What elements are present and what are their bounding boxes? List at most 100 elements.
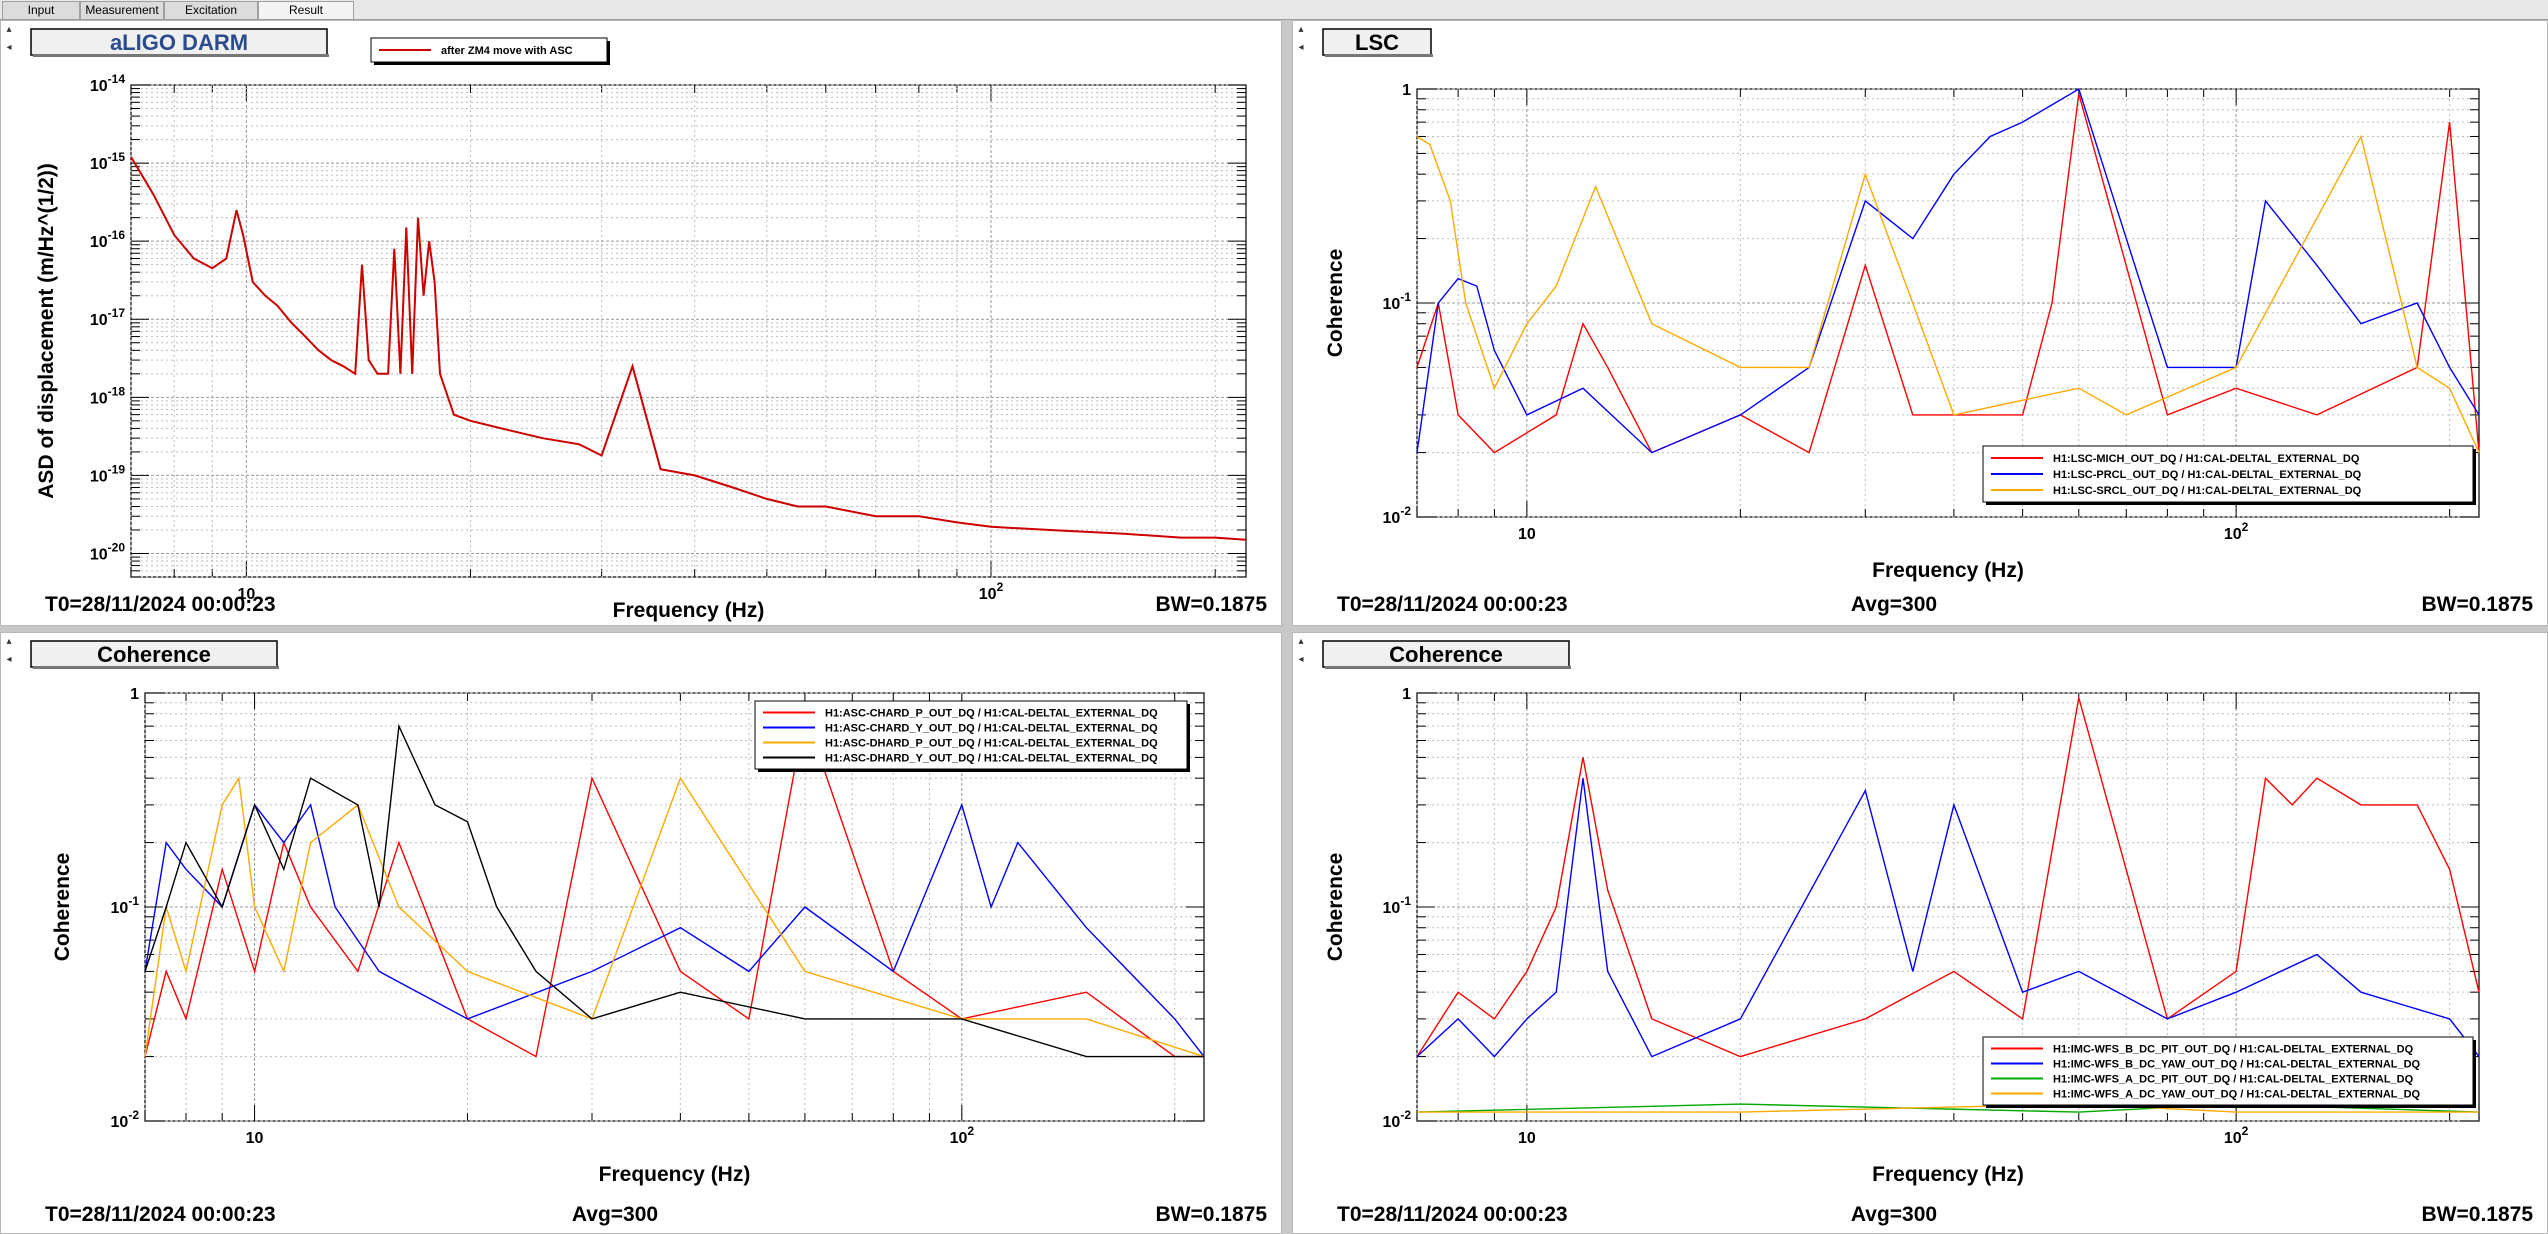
y-tick-label: 1 <box>130 686 139 703</box>
scroll-left-icon[interactable]: ◂ <box>1298 654 1304 665</box>
x-tick-label: 10 <box>237 586 255 603</box>
panel-coherence-imc: ▴ ◂ Coherence 10 102 10-2 10-1 1 Frequency (Hz… <box>1292 632 2548 1234</box>
footer-bw: BW=0.1875 <box>2422 1203 2534 1226</box>
scroll-left-icon[interactable]: ◂ <box>6 42 12 53</box>
y-tick-label: 10-2 <box>1383 1108 1412 1131</box>
title-shadow <box>33 54 329 57</box>
y-tick-label: 10-18 <box>90 384 125 407</box>
legend-label: H1:ASC-CHARD_Y_OUT_DQ / H1:CAL-DELTAL_EX… <box>825 723 1158 735</box>
x-axis-label: Frequency (Hz) <box>1872 1163 2024 1186</box>
panel-coherence-asc: ▴ ◂ Coherence 10 102 10-2 10-1 1 Frequency (Hz… <box>0 632 1282 1234</box>
footer-bw: BW=0.1875 <box>2422 593 2534 616</box>
footer-bw: BW=0.1875 <box>1156 1203 1268 1226</box>
footer-avg: Avg=300 <box>572 1203 658 1226</box>
y-tick-label: 10-1 <box>111 894 140 917</box>
panel-title: aLIGO DARM <box>110 30 248 55</box>
x-tick-label: 102 <box>2224 1124 2249 1147</box>
legend-label: H1:LSC-MICH_OUT_DQ / H1:CAL-DELTAL_EXTER… <box>2053 453 2360 465</box>
tab-input[interactable]: Input <box>2 1 80 19</box>
x-tick-label: 10 <box>1518 526 1536 543</box>
series-line-0 <box>1416 697 2480 1058</box>
legend-label: H1:IMC-WFS_B_DC_PIT_OUT_DQ / H1:CAL-DELT… <box>2053 1044 2414 1056</box>
y-tick-label: 10-20 <box>90 540 125 563</box>
legend-box <box>1982 1036 2474 1106</box>
y-axis-label: Coherence <box>1324 853 1347 962</box>
title-box <box>1322 28 1432 56</box>
tab-excitation[interactable]: Excitation <box>164 1 258 19</box>
legend-label: H1:IMC-WFS_A_DC_PIT_OUT_DQ / H1:CAL-DELT… <box>2053 1074 2414 1086</box>
panel-title: LSC <box>1355 30 1399 55</box>
tab-result[interactable]: Result <box>258 1 354 19</box>
y-axis-label: Coherence <box>51 853 74 962</box>
x-tick-label: 102 <box>950 1124 975 1147</box>
legend-label: H1:IMC-WFS_B_DC_YAW_OUT_DQ / H1:CAL-DELT… <box>2053 1059 2421 1071</box>
tab-measurement[interactable]: Measurement <box>80 1 164 19</box>
grid <box>130 84 1246 578</box>
x-tick-label: 10 <box>246 1130 264 1147</box>
lsc-plot: LSC 10 102 10-2 10-1 1 Frequency (Hz) Coherence… <box>1322 28 2534 616</box>
scroll-up-icon[interactable]: ▴ <box>1298 636 1304 647</box>
y-tick-label: 10-14 <box>90 72 125 95</box>
y-tick-label: 1 <box>1402 686 1411 703</box>
legend-label: after ZM4 move with ASC <box>441 45 573 57</box>
legend-label: H1:ASC-CHARD_P_OUT_DQ / H1:CAL-DELTAL_EX… <box>825 708 1158 720</box>
legend-label: H1:LSC-PRCL_OUT_DQ / H1:CAL-DELTAL_EXTER… <box>2053 469 2362 481</box>
title-shadow <box>1325 54 1433 57</box>
footer-t0: T0=28/11/2024 00:00:23 <box>1337 593 1568 616</box>
panel-lsc: ▴ ◂ LSC 10 102 10-2 10-1 1 Frequency (Hz) Coher… <box>1292 20 2548 626</box>
y-tick-label: 10-16 <box>90 228 125 251</box>
panel-title: Coherence <box>97 642 211 667</box>
grid <box>1416 88 2479 518</box>
plot-frame <box>130 84 1247 578</box>
x-axis-label: Frequency (Hz) <box>599 1163 751 1186</box>
series-line-2 <box>1416 134 2480 453</box>
y-axis-label: Coherence <box>1324 249 1347 358</box>
legend-box <box>1982 445 2474 503</box>
title-box <box>1322 640 1570 668</box>
tab-bar: Input Measurement Excitation Result <box>0 0 2548 20</box>
x-axis-label: Frequency (Hz) <box>1872 559 2024 582</box>
y-tick-label: 10-17 <box>90 306 125 329</box>
series-line-0 <box>130 156 1247 541</box>
y-tick-label: 10-19 <box>90 462 125 485</box>
x-tick-label: 102 <box>2224 520 2249 543</box>
y-tick-label: 10-2 <box>111 1108 140 1131</box>
series-line-1 <box>1416 778 2480 1058</box>
legend-label: H1:IMC-WFS_A_DC_YAW_OUT_DQ / H1:CAL-DELT… <box>2053 1089 2421 1101</box>
coherence-asc-plot: Coherence 10 102 10-2 10-1 1 Frequency (Hz) Coh… <box>30 640 1268 1226</box>
series-group <box>144 710 1205 1058</box>
horizontal-splitter[interactable] <box>0 626 2548 632</box>
scroll-left-icon[interactable]: ◂ <box>6 654 12 665</box>
x-tick-label: 10 <box>1518 1130 1536 1147</box>
y-tick-label: 10-15 <box>90 150 125 173</box>
legend-label: H1:ASC-DHARD_Y_OUT_DQ / H1:CAL-DELTAL_EX… <box>825 753 1158 765</box>
series-line-0 <box>1416 93 2480 454</box>
series-group <box>130 156 1247 541</box>
darm-plot: aLIGO DARM 10 102 10-20 10-19 10-18 10-17 10-16… <box>30 28 1268 622</box>
legend-box <box>754 700 1188 770</box>
y-tick-label: 10-2 <box>1383 504 1412 527</box>
footer-avg: Avg=300 <box>1851 1203 1937 1226</box>
panel-darm: ▴ ◂ aLIGO DARM 10 102 10-20 10-19 10-18 10-17 1… <box>0 20 1282 626</box>
y-tick-label: 1 <box>1402 82 1411 99</box>
title-shadow <box>1325 666 1571 669</box>
footer-bw: BW=0.1875 <box>1156 593 1268 616</box>
series-group <box>1416 87 2480 454</box>
scroll-left-icon[interactable]: ◂ <box>1298 42 1304 53</box>
y-tick-label: 10-1 <box>1383 894 1412 917</box>
scroll-up-icon[interactable]: ▴ <box>1298 24 1304 35</box>
y-tick-label: 10-1 <box>1383 290 1412 313</box>
legend-label: H1:LSC-SRCL_OUT_DQ / H1:CAL-DELTAL_EXTER… <box>2053 485 2362 497</box>
title-box <box>30 640 278 668</box>
scroll-up-icon[interactable]: ▴ <box>6 636 12 647</box>
footer-t0: T0=28/11/2024 00:00:23 <box>1337 1203 1568 1226</box>
legend-label: H1:ASC-DHARD_P_OUT_DQ / H1:CAL-DELTAL_EX… <box>825 738 1158 750</box>
x-axis-label: Frequency (Hz) <box>613 599 765 622</box>
title-shadow <box>33 666 279 669</box>
x-tick-label: 102 <box>979 580 1004 603</box>
series-line-0 <box>144 710 1204 1058</box>
scroll-up-icon[interactable]: ▴ <box>6 24 12 35</box>
panel-title: Coherence <box>1389 642 1503 667</box>
footer-t0: T0=28/11/2024 00:00:23 <box>45 593 276 616</box>
series-line-3 <box>144 723 1204 1058</box>
